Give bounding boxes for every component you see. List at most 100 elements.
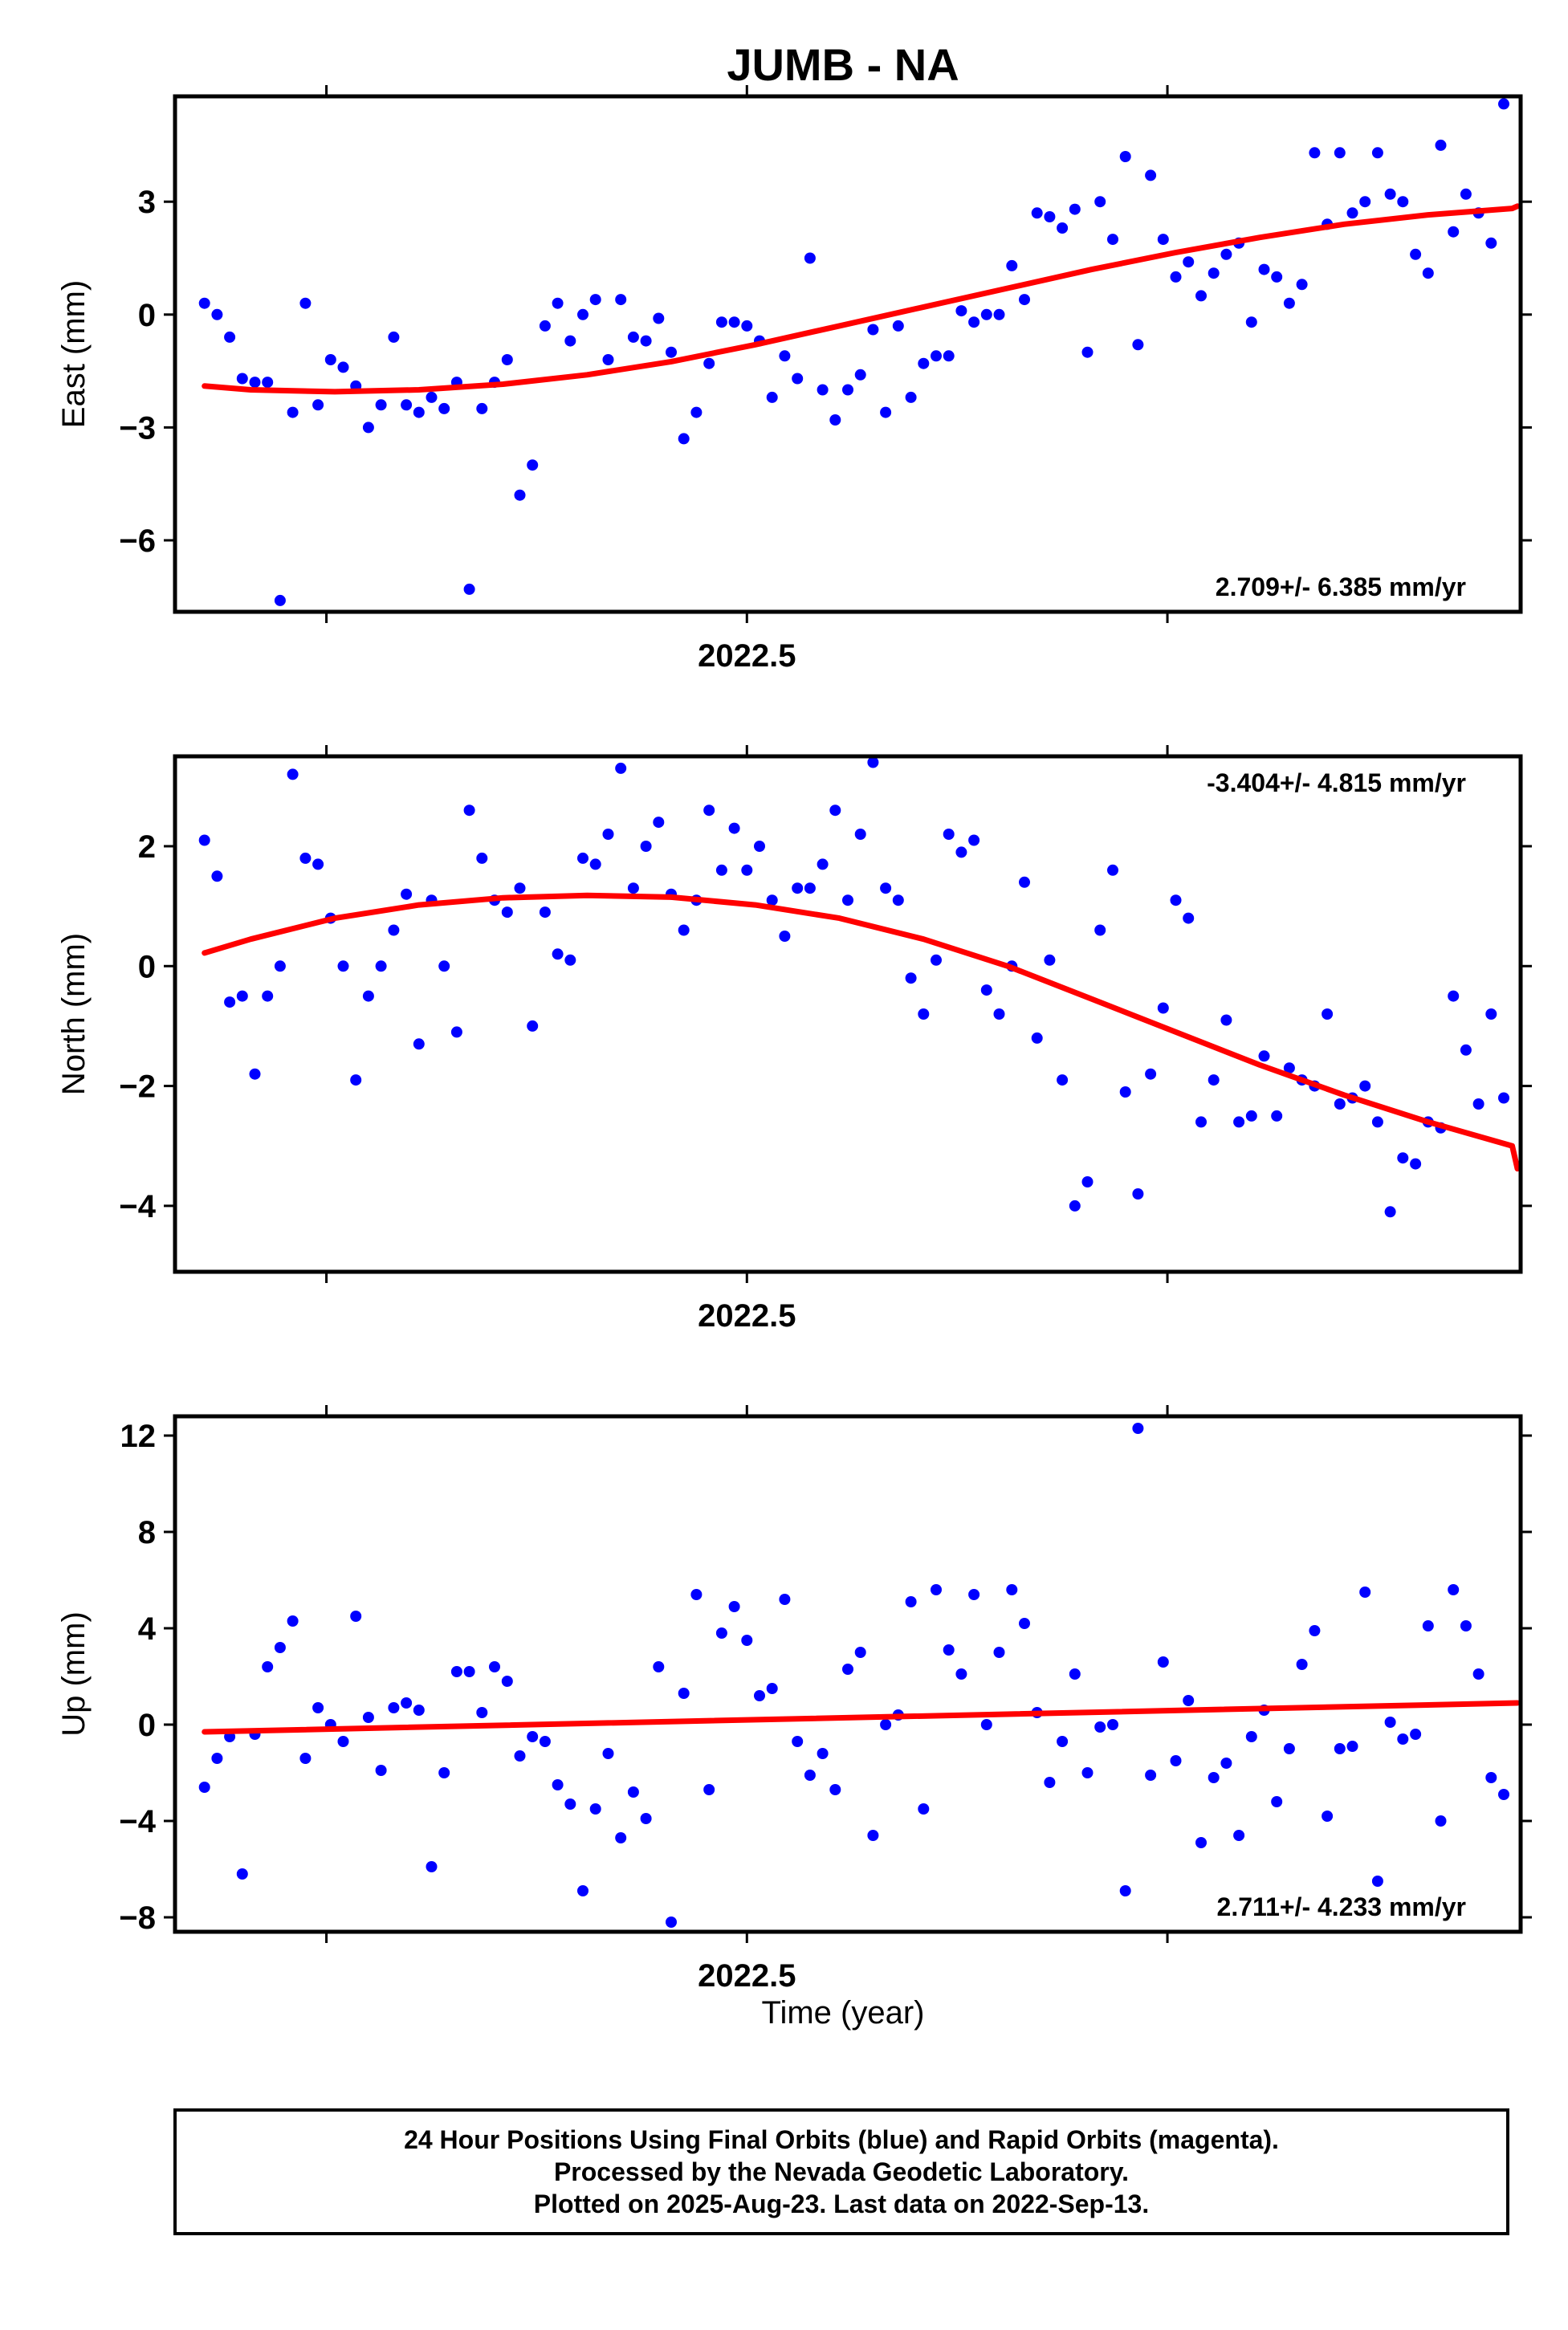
north-y-axis-label: North (mm) — [56, 933, 92, 1095]
east-data-point — [514, 489, 526, 501]
east-data-point — [1460, 188, 1472, 200]
up-data-point — [413, 1705, 425, 1716]
east-data-point — [388, 331, 400, 343]
up-fit-line — [202, 1700, 1521, 1735]
up-data-point — [703, 1784, 715, 1795]
up-y-tick-label: 12 — [120, 1419, 157, 1454]
up-data-point — [1057, 1736, 1069, 1747]
east-data-point — [1195, 290, 1207, 302]
north-data-point — [589, 858, 601, 870]
east-data-point — [1498, 98, 1509, 110]
north-data-point — [943, 829, 955, 840]
north-data-point — [211, 870, 223, 882]
east-data-point — [198, 297, 210, 309]
north-data-point — [299, 852, 312, 864]
north-data-point — [1271, 1110, 1283, 1122]
up-y-tick-label: −8 — [119, 1900, 156, 1936]
east-data-point — [1485, 237, 1497, 249]
east-data-point — [1031, 207, 1043, 219]
up-y-tick-label: −4 — [119, 1804, 156, 1839]
north-data-point — [627, 882, 639, 894]
east-data-point — [703, 357, 715, 369]
north-x-tick-label: 2022.5 — [698, 1298, 796, 1334]
north-data-point — [1359, 1080, 1371, 1092]
up-data-point — [1170, 1755, 1182, 1766]
east-data-point — [905, 391, 917, 403]
east-data-point — [1359, 196, 1371, 208]
north-data-point — [262, 990, 274, 1002]
east-data-point — [1309, 147, 1321, 159]
east-data-point — [463, 583, 475, 595]
east-data-point — [1094, 196, 1106, 208]
east-data-point — [287, 406, 299, 418]
north-data-point — [1460, 1044, 1472, 1056]
north-data-point — [1195, 1116, 1207, 1128]
east-data-point — [1119, 151, 1131, 162]
east-data-point — [854, 369, 866, 381]
north-data-point — [1208, 1074, 1220, 1086]
north-data-point — [450, 1026, 462, 1038]
north-data-point — [880, 882, 892, 894]
up-data-point — [1271, 1796, 1283, 1807]
east-data-point — [804, 252, 816, 264]
east-data-point — [980, 308, 992, 320]
east-data-point — [892, 320, 904, 332]
east-data-point — [1157, 234, 1169, 246]
east-data-point — [375, 399, 387, 411]
north-y-tick-label: −4 — [119, 1189, 156, 1224]
north-data-point — [1334, 1098, 1346, 1110]
north-data-point — [375, 960, 387, 972]
east-data-point — [1132, 339, 1144, 351]
up-data-point — [438, 1767, 450, 1778]
up-data-point — [1410, 1729, 1422, 1740]
north-data-point — [1145, 1068, 1157, 1080]
north-data-point — [653, 817, 665, 829]
up-data-point — [690, 1589, 703, 1600]
east-data-point — [401, 399, 413, 411]
north-data-point — [1107, 864, 1118, 876]
up-data-point — [829, 1784, 841, 1795]
north-data-point — [615, 762, 627, 774]
up-data-point — [552, 1779, 564, 1790]
up-x-tick-label: 2022.5 — [698, 1958, 796, 1994]
up-data-point — [728, 1601, 740, 1612]
north-data-point — [1119, 1086, 1131, 1098]
up-data-point — [640, 1813, 652, 1824]
north-data-point — [1498, 1092, 1509, 1104]
east-y-axis-label: East (mm) — [56, 280, 92, 428]
north-data-point — [1233, 1116, 1245, 1128]
east-data-point — [1371, 147, 1383, 159]
up-data-point — [312, 1702, 324, 1713]
east-data-point — [690, 406, 703, 418]
north-data-point — [678, 924, 690, 936]
up-data-point — [615, 1832, 627, 1843]
north-data-point — [766, 894, 778, 906]
up-data-point — [375, 1765, 387, 1776]
east-plot-frame — [173, 94, 1523, 614]
north-data-point — [476, 852, 488, 864]
up-data-point — [1183, 1695, 1195, 1706]
north-y-tick-label: −2 — [119, 1069, 156, 1105]
north-data-point — [1485, 1008, 1497, 1020]
east-data-point — [1044, 211, 1056, 222]
up-plot-frame — [173, 1414, 1523, 1934]
east-data-point — [312, 399, 324, 411]
x-axis-label: Time (year) — [762, 1995, 925, 2031]
north-data-point — [1019, 876, 1030, 888]
up-data-point — [1107, 1719, 1118, 1730]
up-data-point — [653, 1661, 665, 1672]
up-data-point — [980, 1719, 992, 1730]
north-data-point — [1031, 1032, 1043, 1044]
north-data-point — [274, 960, 286, 972]
up-data-point — [905, 1596, 917, 1607]
up-data-point — [1094, 1721, 1106, 1733]
up-data-point — [918, 1803, 930, 1815]
east-data-point — [274, 594, 286, 606]
east-data-point — [1422, 267, 1434, 279]
north-data-point — [413, 1038, 425, 1050]
east-data-point — [1220, 248, 1232, 260]
east-data-point — [1245, 316, 1257, 328]
north-data-point — [1397, 1152, 1409, 1164]
north-data-point — [1258, 1050, 1270, 1062]
